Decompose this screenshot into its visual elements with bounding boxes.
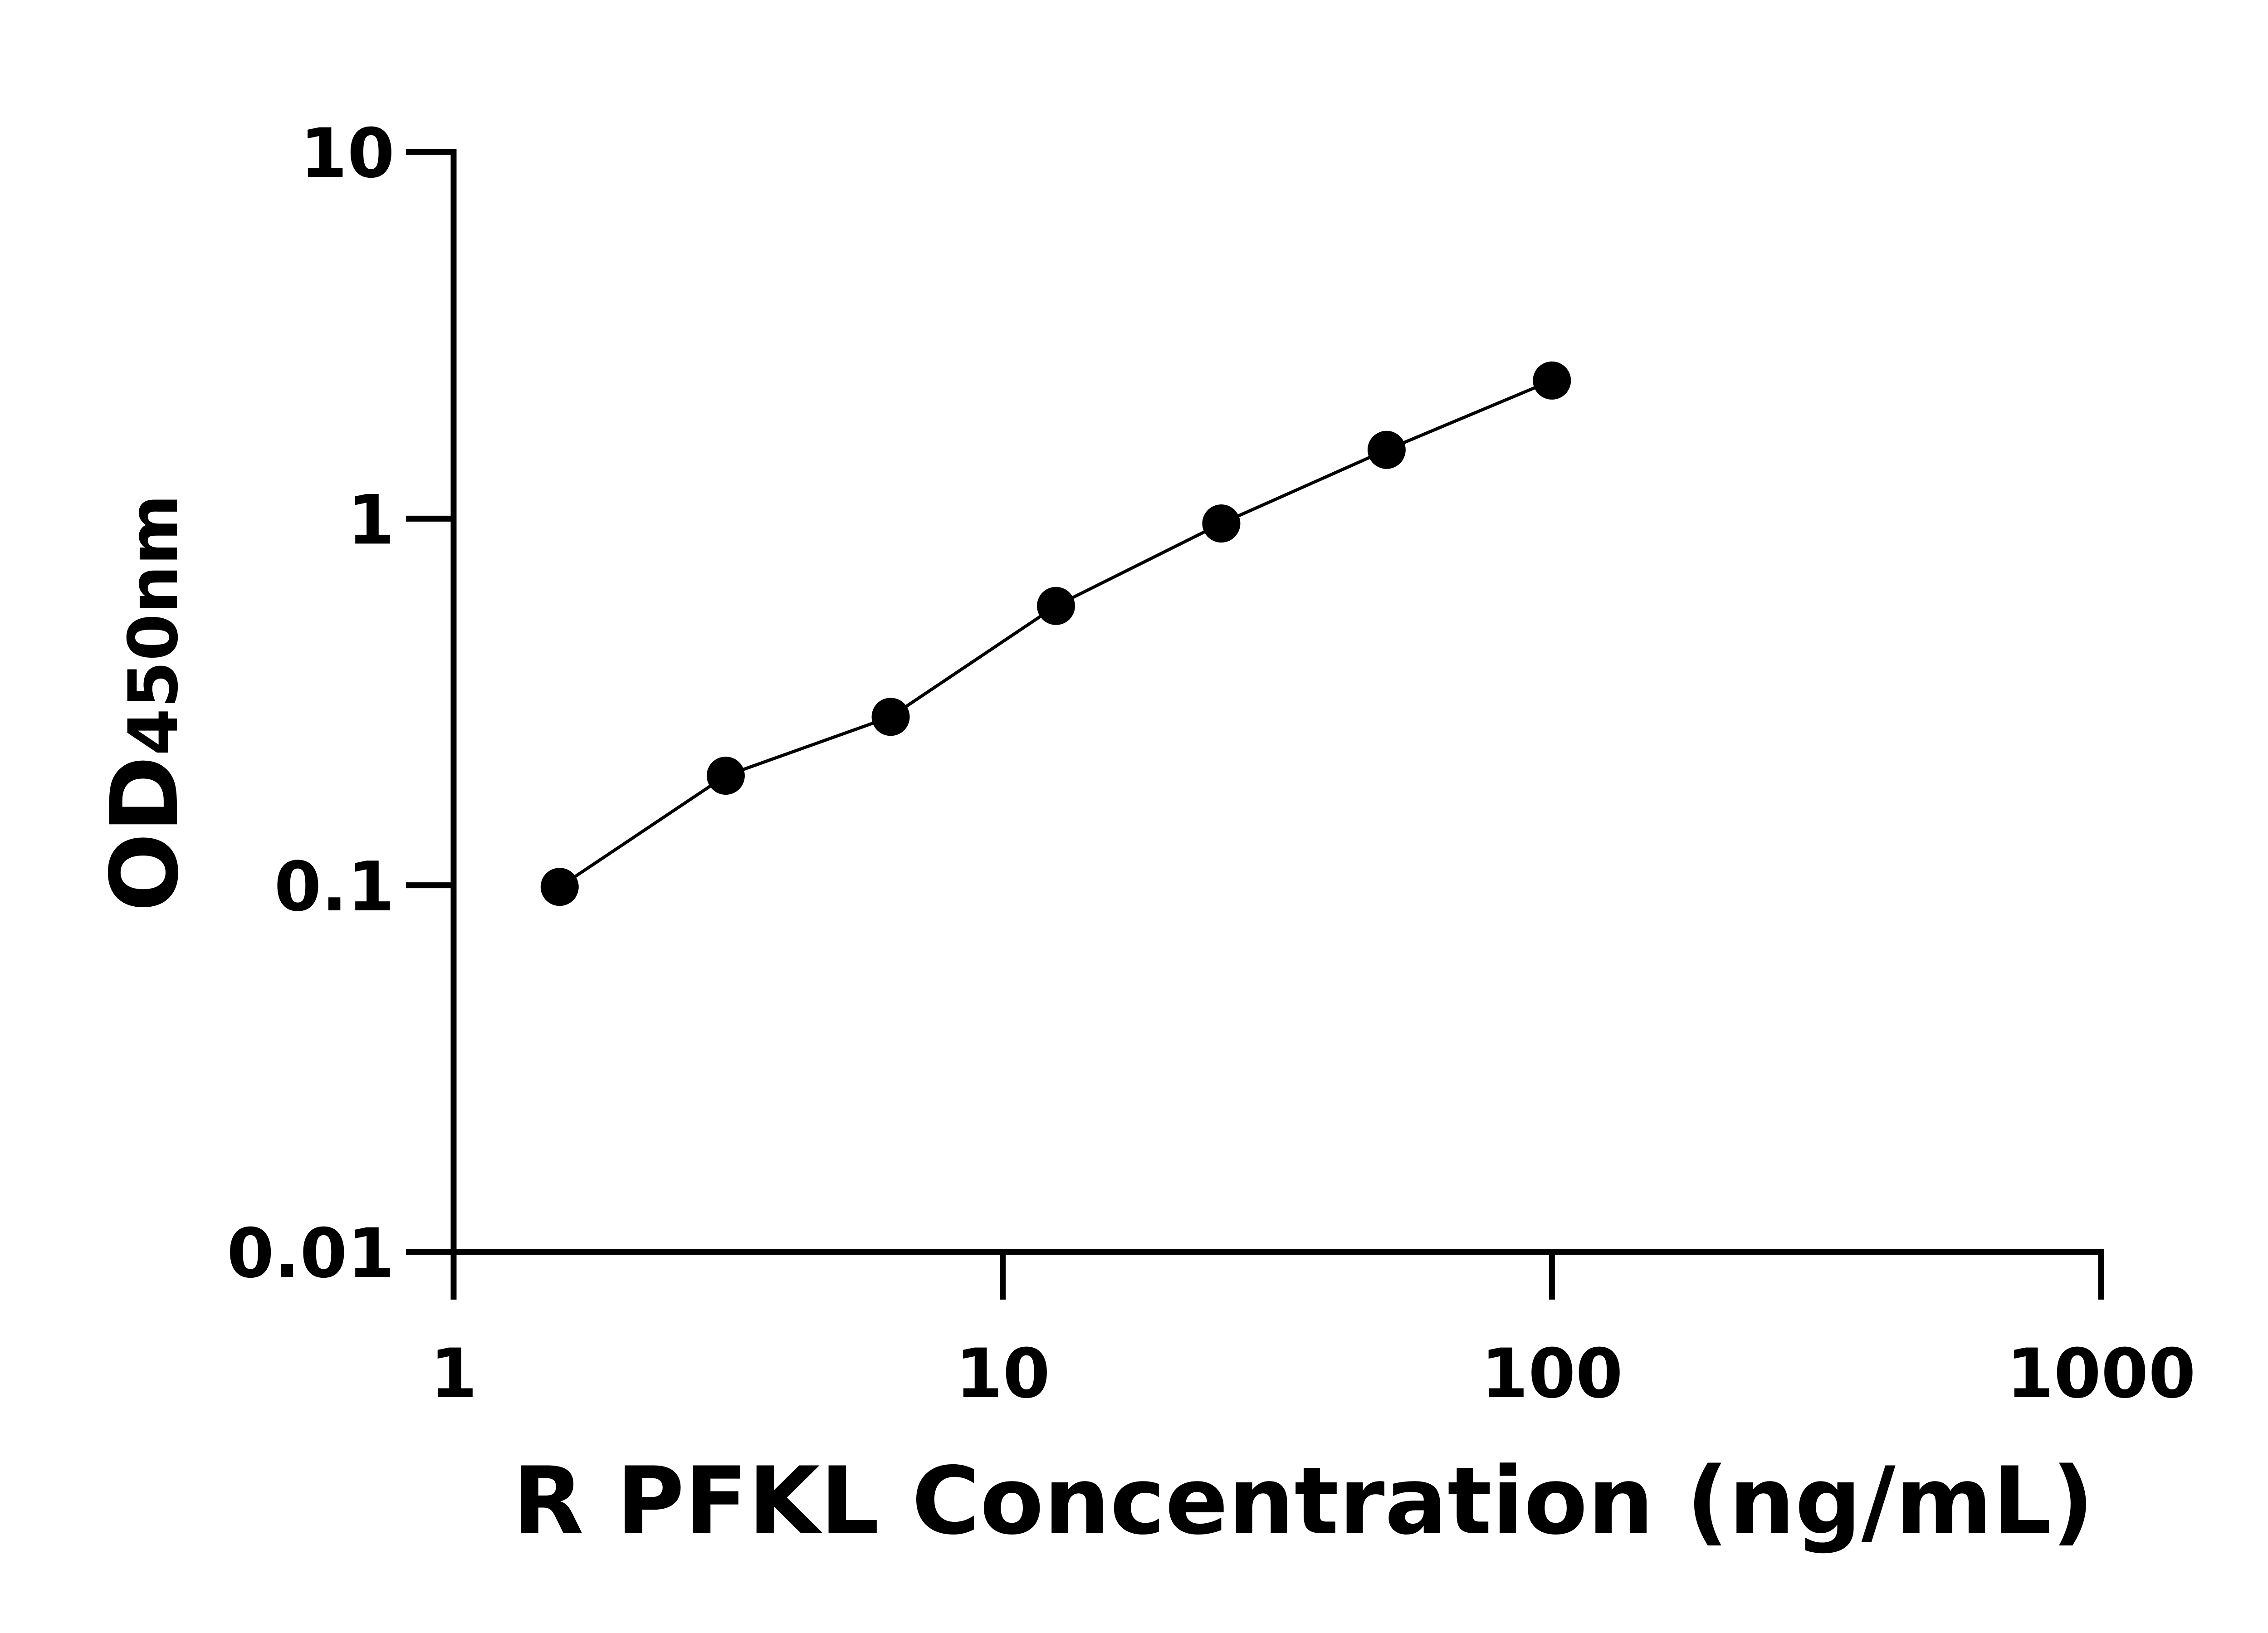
data-point xyxy=(1202,504,1241,543)
marks xyxy=(540,361,1571,906)
data-point xyxy=(706,757,745,795)
data-point xyxy=(1533,361,1571,400)
y-tick-label: 1 xyxy=(347,481,395,560)
data-point xyxy=(871,698,910,736)
data-point xyxy=(1367,430,1406,469)
y-axis-label-sub: 450nm xyxy=(114,494,193,756)
y-tick-label: 0.1 xyxy=(274,848,395,927)
x-tick-label: 100 xyxy=(1481,1335,1623,1413)
axes: 1 10 100 1000 0.01 0.1 1 10 xyxy=(227,114,2196,1413)
x-axis-label: R PFKL Concentration (ng/mL) xyxy=(512,1447,2094,1555)
x-tick-label: 10 xyxy=(955,1335,1050,1413)
y-axis-label-main: OD xyxy=(91,756,199,912)
data-point xyxy=(540,868,579,906)
x-tick-label: 1 xyxy=(430,1335,477,1413)
y-tick-label: 10 xyxy=(300,114,395,193)
data-point xyxy=(1036,587,1075,625)
x-tick-label: 1000 xyxy=(2006,1335,2195,1413)
y-axis-label: OD450nm xyxy=(91,494,199,912)
y-tick-label: 0.01 xyxy=(227,1214,395,1293)
